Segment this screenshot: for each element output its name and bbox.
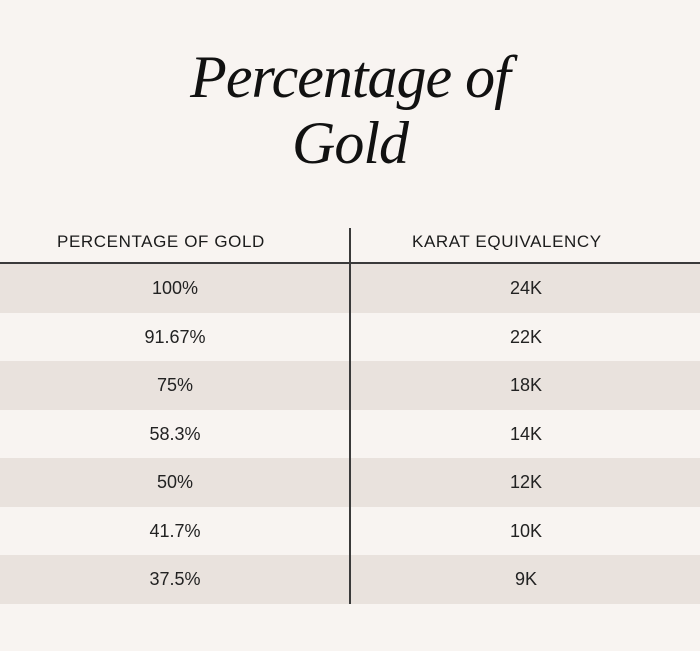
column-divider <box>349 228 351 604</box>
karat-cell: 18K <box>509 375 543 395</box>
karat-cell: 12K <box>509 472 543 492</box>
karat-cell: 14K <box>509 423 543 444</box>
percentage-cell: 91.67% <box>144 326 206 347</box>
percentage-cell: 41.7% <box>149 520 201 541</box>
percentage-cell: 75% <box>156 375 194 395</box>
percentage-cell: 37.5% <box>149 569 201 589</box>
percentage-cell: 50% <box>156 472 194 492</box>
percentage-cell: 58.3% <box>149 423 201 444</box>
karat-cell: 22K <box>509 326 543 347</box>
karat-cell: 9K <box>514 569 538 589</box>
title-line-1: Percentage of <box>190 44 511 110</box>
header-karat: KARAT EQUIVALENCY <box>412 232 602 251</box>
karat-cell: 24K <box>509 278 543 298</box>
karat-cell: 10K <box>509 520 543 541</box>
title-line-2: Gold <box>292 110 409 176</box>
percentage-cell: 100% <box>151 278 199 298</box>
header-percentage: PERCENTAGE OF GOLD <box>57 232 265 251</box>
page-title: Percentage of Gold <box>0 44 700 176</box>
table-header-row: PERCENTAGE OF GOLD KARAT EQUIVALENCY <box>0 222 700 262</box>
